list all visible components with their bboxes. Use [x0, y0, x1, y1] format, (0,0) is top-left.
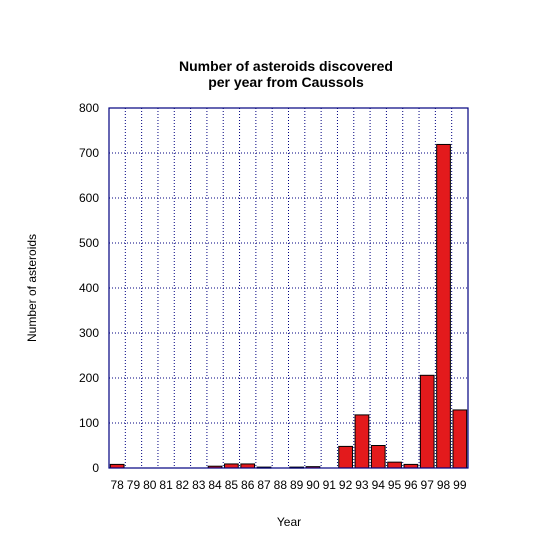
x-tick-label: 80 [143, 478, 157, 492]
x-tick-label: 91 [323, 478, 337, 492]
y-axis-ticks: 0 100 200 300 400 500 600 700 800 [79, 101, 99, 475]
x-tick-label: 87 [257, 478, 271, 492]
bar-85 [224, 463, 239, 469]
x-axis-label: Year [277, 515, 301, 529]
x-tick-label: 85 [225, 478, 239, 492]
x-tick-label: 92 [339, 478, 353, 492]
x-tick-label: 93 [355, 478, 369, 492]
chart-title-line-1: Number of asteroids discovered [179, 58, 393, 74]
y-tick-label: 800 [79, 101, 99, 115]
bar-94 [370, 445, 386, 469]
x-tick-label: 78 [110, 478, 124, 492]
y-axis-label: Number of asteroids [25, 234, 39, 342]
x-tick-label: 88 [274, 478, 288, 492]
x-axis-ticks: 78 79 80 81 82 83 84 85 86 87 88 89 90 91 92 93 94 95 96 97… [110, 478, 466, 492]
bar-86 [240, 463, 256, 469]
bar-92 [338, 445, 353, 469]
y-tick-label: 600 [79, 191, 99, 205]
bar-95 [387, 461, 402, 469]
y-tick-label: 200 [79, 371, 99, 385]
x-tick-label: 86 [241, 478, 255, 492]
x-tick-label: 84 [208, 478, 222, 492]
x-tick-label: 83 [192, 478, 206, 492]
x-tick-label: 98 [437, 478, 451, 492]
bars [109, 143, 468, 469]
y-tick-label: 500 [79, 236, 99, 250]
y-tick-label: 100 [79, 416, 99, 430]
bar-99 [452, 409, 468, 469]
y-tick-label: 700 [79, 146, 99, 160]
bar-93 [354, 414, 370, 469]
bar-97 [419, 374, 435, 469]
x-tick-label: 97 [421, 478, 435, 492]
x-tick-label: 79 [127, 478, 141, 492]
x-tick-label: 89 [290, 478, 304, 492]
x-tick-label: 99 [453, 478, 467, 492]
y-tick-label: 0 [92, 461, 99, 475]
plot-frame [108, 107, 469, 469]
x-tick-label: 94 [372, 478, 386, 492]
y-tick-label: 400 [79, 281, 99, 295]
x-tick-label: 96 [404, 478, 418, 492]
bar-98 [436, 143, 451, 469]
x-tick-label: 81 [159, 478, 173, 492]
grid-lines [109, 108, 468, 468]
y-tick-label: 300 [79, 326, 99, 340]
chart-title-line-2: per year from Caussols [208, 74, 364, 90]
x-tick-label: 82 [176, 478, 190, 492]
x-tick-label: 90 [306, 478, 320, 492]
x-tick-label: 95 [388, 478, 402, 492]
